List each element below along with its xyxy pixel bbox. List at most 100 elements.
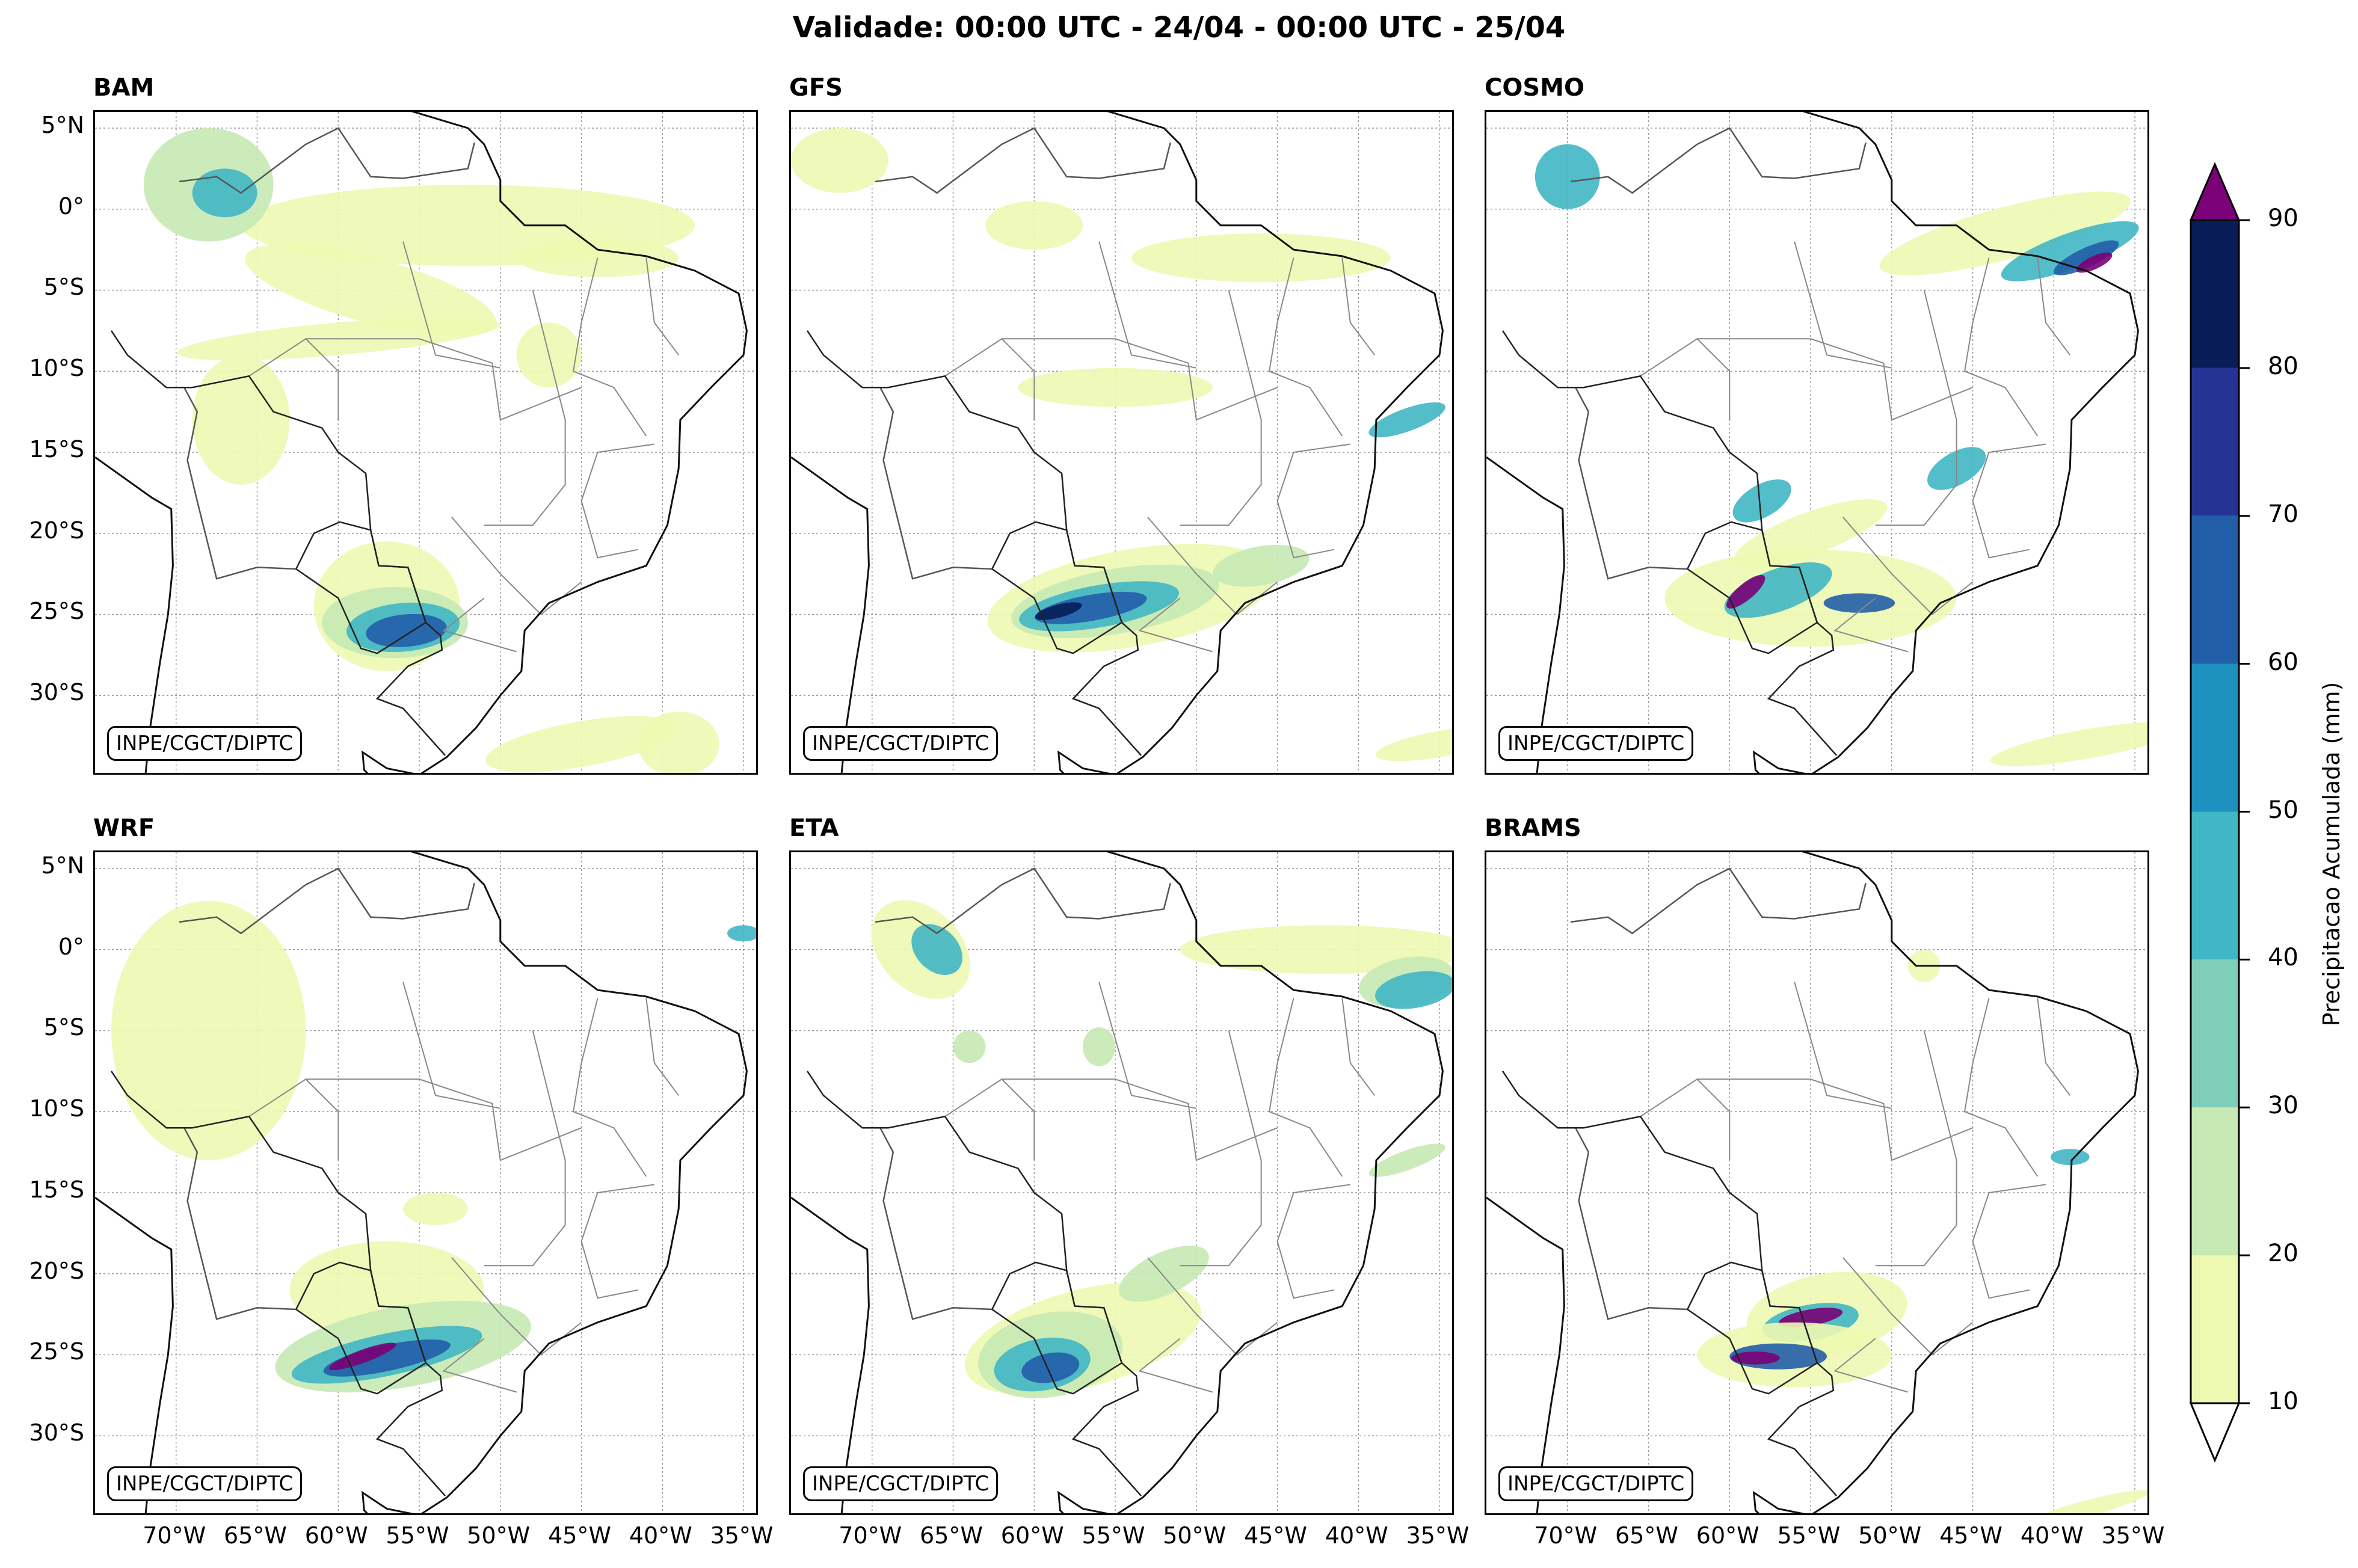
colorbar-segment	[2191, 663, 2239, 812]
precip-area	[1535, 144, 1600, 209]
precip-area	[516, 238, 679, 277]
panel-title: BAM	[93, 74, 155, 102]
precip-area	[1213, 544, 1310, 587]
lon-tick-label: 40°W	[1325, 1522, 1388, 1549]
lon-tick-label: 35°W	[710, 1522, 774, 1549]
precip-area	[403, 1192, 468, 1225]
precip-area	[485, 716, 677, 772]
map-area: INPE/CGCT/DIPTC	[93, 110, 758, 775]
precip-area	[1119, 1246, 1209, 1302]
precip-area	[1180, 925, 1452, 974]
precip-area	[985, 201, 1083, 250]
colorbar-segment	[2191, 367, 2239, 516]
colorbar-segment	[2191, 1255, 2239, 1403]
lat-tick-label: 0°	[58, 933, 84, 960]
colorbar-segment	[2191, 220, 2239, 368]
panel-title: BRAMS	[1485, 814, 1581, 842]
lon-tick-label: 70°W	[143, 1522, 206, 1549]
lon-tick-label: 55°W	[386, 1522, 449, 1549]
lon-tick-label: 60°W	[1000, 1522, 1064, 1549]
precip-area	[953, 1030, 986, 1063]
lat-tick-label: 20°S	[29, 517, 84, 544]
lat-tick-label: 10°S	[29, 1095, 84, 1122]
colorbar-under-triangle	[2189, 1402, 2241, 1463]
colorbar-tick-label: 70	[2268, 500, 2298, 528]
colorbar-segment	[2191, 959, 2239, 1108]
colorbar-tick-label: 30	[2268, 1092, 2298, 1120]
precip-area	[1879, 191, 2131, 275]
precip-area	[1724, 562, 1832, 618]
precip-area	[1732, 479, 1791, 523]
lat-tick-label: 25°S	[29, 1338, 84, 1365]
precip-area	[192, 355, 290, 485]
panel-title: ETA	[789, 814, 839, 842]
credit-label: INPE/CGCT/DIPTC	[107, 1466, 303, 1501]
colorbar-segment	[2191, 515, 2239, 664]
figure-title: Validade: 00:00 UTC - 24/04 - 00:00 UTC …	[792, 11, 1566, 45]
precip-area	[1726, 574, 1765, 609]
colorbar-tick-label: 90	[2268, 204, 2298, 232]
map-panel-bam: BAM INPE/CGCT/DIPTC	[93, 74, 758, 775]
lon-tick-label: 45°W	[1244, 1522, 1307, 1549]
lat-tick-label: 0°	[58, 192, 84, 220]
map-panel-gfs: GFS INPE/CGCT/DIPTC	[789, 74, 1454, 775]
precip-area	[1131, 233, 1391, 282]
precip-area	[1734, 499, 1888, 568]
precip-area	[1368, 402, 1445, 438]
precip-area	[2001, 221, 2139, 281]
lat-tick-label: 25°S	[29, 598, 84, 625]
credit-label: INPE/CGCT/DIPTC	[803, 726, 999, 761]
lat-tick-label: 20°S	[29, 1257, 84, 1284]
precip-area	[245, 244, 496, 336]
colorbar-over-triangle	[2189, 162, 2241, 221]
lon-tick-label: 60°W	[304, 1522, 368, 1549]
map-area: INPE/CGCT/DIPTC	[789, 850, 1454, 1515]
lon-tick-label: 65°W	[1615, 1522, 1678, 1549]
lat-tick-label: 5°S	[43, 1014, 84, 1041]
lon-tick-label: 65°W	[920, 1522, 983, 1549]
precip-area	[2050, 1149, 2090, 1166]
lon-tick-label: 50°W	[1858, 1522, 1922, 1549]
credit-label: INPE/CGCT/DIPTC	[803, 1466, 999, 1501]
lon-tick-label: 40°W	[2020, 1522, 2084, 1549]
lon-tick-label: 70°W	[839, 1522, 902, 1549]
lon-tick-label: 55°W	[1777, 1522, 1841, 1549]
precip-area	[638, 712, 719, 773]
precip-area	[791, 128, 888, 193]
precip-area	[727, 925, 756, 942]
lat-tick-label: 30°S	[29, 1419, 84, 1447]
credit-label: INPE/CGCT/DIPTC	[1498, 726, 1694, 761]
colorbar-tick-label: 60	[2268, 648, 2298, 676]
lon-tick-label: 55°W	[1082, 1522, 1145, 1549]
precip-area	[328, 1342, 396, 1370]
precip-area	[1035, 602, 1082, 620]
colorbar-tick-label: 80	[2268, 352, 2298, 380]
lon-tick-label: 40°W	[629, 1522, 692, 1549]
colorbar-segment	[2191, 1107, 2239, 1256]
lat-tick-label: 5°S	[43, 274, 84, 301]
panel-title: GFS	[789, 74, 843, 102]
precip-area	[1018, 367, 1213, 407]
lat-tick-label: 15°S	[29, 435, 84, 463]
map-area: INPE/CGCT/DIPTC	[789, 110, 1454, 775]
colorbar-tick-label: 40	[2268, 944, 2298, 972]
map-area: INPE/CGCT/DIPTC	[93, 850, 758, 1515]
precip-area	[911, 924, 962, 975]
colorbar-title: Precipitacao Acumulada (mm)	[2318, 681, 2345, 1027]
colorbar-tick-label: 20	[2268, 1240, 2298, 1268]
lon-tick-label: 50°W	[467, 1522, 531, 1549]
precip-area	[1731, 1351, 1780, 1365]
credit-label: INPE/CGCT/DIPTC	[1498, 1466, 1694, 1501]
map-area: INPE/CGCT/DIPTC	[1485, 850, 2149, 1515]
precip-area	[1083, 1027, 1116, 1066]
map-panel-wrf: WRF INPE/CGCT/DIPTC	[93, 814, 758, 1515]
lat-tick-label: 5°N	[41, 852, 84, 879]
lon-tick-label: 45°W	[548, 1522, 611, 1549]
map-panel-brams: BRAMS INPE/CGCT/DIPTC	[1485, 814, 2149, 1515]
lon-tick-label: 35°W	[1406, 1522, 1470, 1549]
lon-tick-label: 35°W	[2101, 1522, 2165, 1549]
colorbar-segment	[2191, 811, 2239, 960]
panel-title: COSMO	[1485, 74, 1584, 102]
precip-area	[111, 900, 306, 1161]
precip-area	[1375, 971, 1452, 1009]
